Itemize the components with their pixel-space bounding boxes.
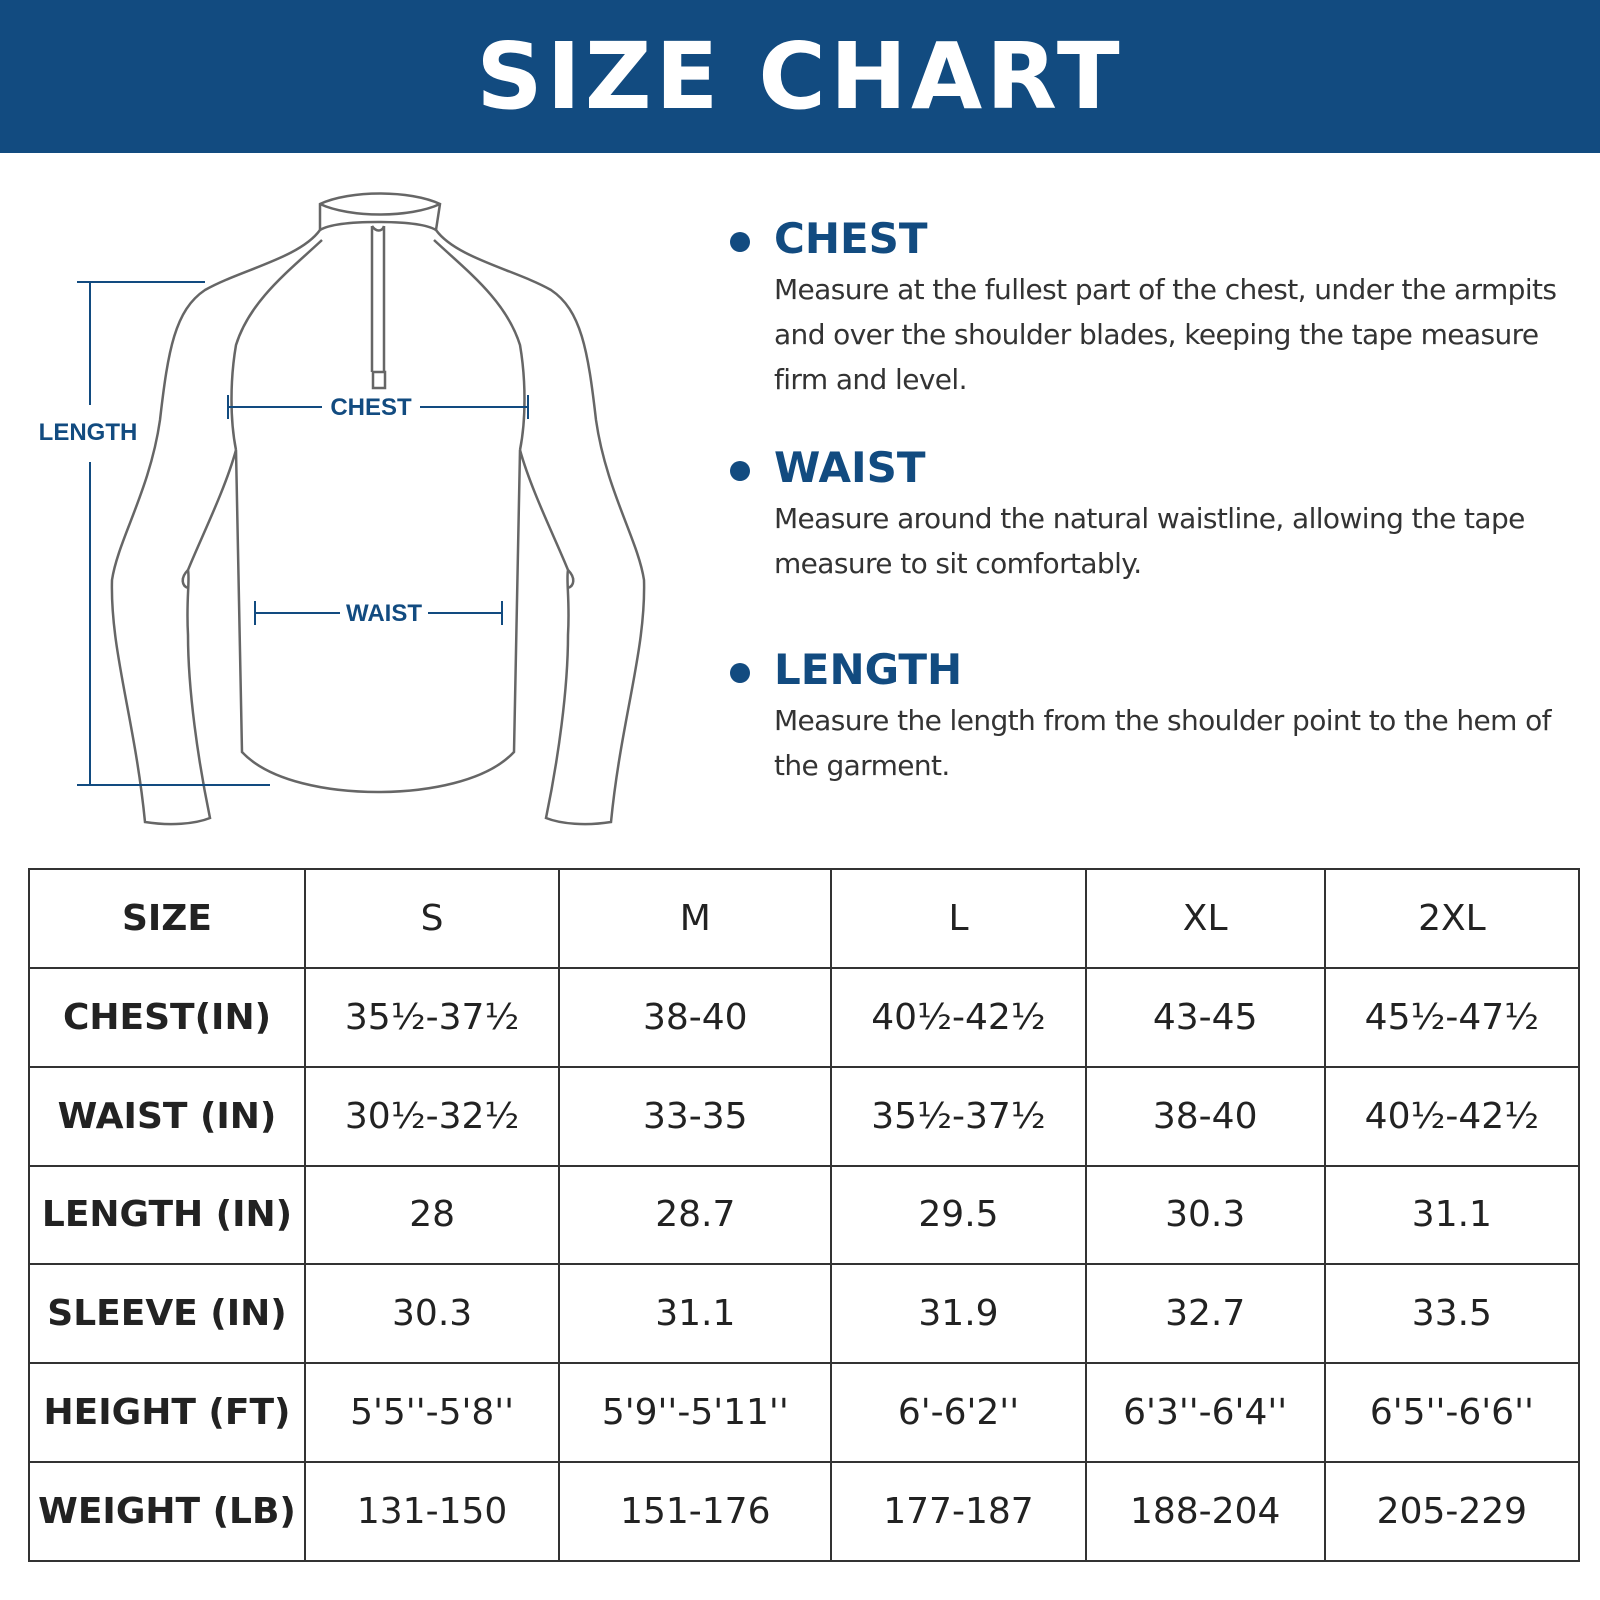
- table-cell: 30½-32½: [303, 1065, 561, 1167]
- row-header: CHEST(IN): [28, 966, 306, 1068]
- table-cell: 2XL: [1323, 868, 1581, 969]
- table-cell: 38-40: [1084, 1065, 1326, 1167]
- table-cell: 6'-6'2'': [830, 1362, 1087, 1464]
- guide-item: CHEST Measure at the fullest part of the…: [730, 214, 1590, 402]
- table-cell: 38-40: [558, 966, 833, 1068]
- row-header: WAIST (IN): [28, 1065, 306, 1167]
- table-cell: S: [303, 868, 561, 969]
- row-header: HEIGHT (FT): [28, 1362, 306, 1464]
- guide-text: Measure the length from the shoulder poi…: [774, 704, 1552, 782]
- table-cell: 177-187: [830, 1461, 1087, 1562]
- row-header: WEIGHT (LB): [28, 1461, 306, 1562]
- row-header: LENGTH (IN): [28, 1164, 306, 1266]
- table-cell: 205-229: [1323, 1461, 1581, 1562]
- table-cell: 31.1: [558, 1263, 833, 1365]
- waist-label: WAIST: [346, 600, 422, 627]
- guide-title: LENGTH: [730, 645, 1590, 694]
- table-cell: 30.3: [1084, 1164, 1326, 1266]
- table-row: HEIGHT (FT) 5'5''-5'8'' 5'9''-5'11'' 6'-6'2…: [28, 1362, 1581, 1464]
- table-cell: 35½-37½: [303, 966, 561, 1068]
- table-cell: 188-204: [1084, 1461, 1326, 1562]
- table-cell: 31.9: [830, 1263, 1087, 1365]
- table-cell: L: [830, 868, 1087, 969]
- table-cell: 45½-47½: [1323, 966, 1581, 1068]
- shirt-diagram: CHEST WAIST LENGTH: [39, 192, 646, 826]
- table-cell: 43-45: [1084, 966, 1326, 1068]
- guide-title: CHEST: [730, 214, 1590, 263]
- table-row: SIZE S M L XL 2XL: [28, 868, 1581, 969]
- guide-title: WAIST: [730, 443, 1590, 492]
- size-table: SIZE S M L XL 2XL CHEST(IN) 35½-37½ 38-40 40½-42½…: [28, 868, 1581, 1562]
- row-header: SLEEVE (IN): [28, 1263, 306, 1365]
- table-cell: 40½-42½: [1323, 1065, 1581, 1167]
- table-cell: XL: [1084, 868, 1326, 969]
- header-band: SIZE CHART: [0, 0, 1600, 153]
- guide-item: LENGTH Measure the length from the shoul…: [730, 645, 1590, 788]
- table-cell: 33-35: [558, 1065, 833, 1167]
- table-cell: 131-150: [303, 1461, 561, 1562]
- table-row: WEIGHT (LB) 131-150 151-176 177-187 188-204 2…: [28, 1461, 1581, 1562]
- table-row: LENGTH (IN) 28 28.7 29.5 30.3 31.1: [28, 1164, 1581, 1266]
- table-row: SLEEVE (IN) 30.3 31.1 31.9 32.7 33.5: [28, 1263, 1581, 1365]
- guide-item: WAIST Measure around the natural waistli…: [730, 443, 1590, 586]
- table-cell: 28: [303, 1164, 561, 1266]
- row-header: SIZE: [28, 868, 306, 969]
- chest-label: CHEST: [330, 394, 412, 421]
- table-cell: 28.7: [558, 1164, 833, 1266]
- table-cell: 35½-37½: [830, 1065, 1087, 1167]
- guide-text: Measure at the fullest part of the chest…: [774, 273, 1557, 396]
- table-cell: 5'5''-5'8'': [303, 1362, 561, 1464]
- table-row: WAIST (IN) 30½-32½ 33-35 35½-37½ 38-40 40½-42…: [28, 1065, 1581, 1167]
- table-cell: M: [558, 868, 833, 969]
- page-title: SIZE CHART: [476, 23, 1124, 130]
- table-row: CHEST(IN) 35½-37½ 38-40 40½-42½ 43-45 45½-47½: [28, 966, 1581, 1068]
- table-cell: 32.7: [1084, 1263, 1326, 1365]
- table-cell: 5'9''-5'11'': [558, 1362, 833, 1464]
- table-cell: 6'3''-6'4'': [1084, 1362, 1326, 1464]
- table-cell: 33.5: [1323, 1263, 1581, 1365]
- table-cell: 151-176: [558, 1461, 833, 1562]
- guide-text: Measure around the natural waistline, al…: [774, 502, 1525, 580]
- length-label: LENGTH: [39, 419, 138, 446]
- table-cell: 29.5: [830, 1164, 1087, 1266]
- table-cell: 6'5''-6'6'': [1323, 1362, 1581, 1464]
- table-cell: 40½-42½: [830, 966, 1087, 1068]
- table-cell: 31.1: [1323, 1164, 1581, 1266]
- table-cell: 30.3: [303, 1263, 561, 1365]
